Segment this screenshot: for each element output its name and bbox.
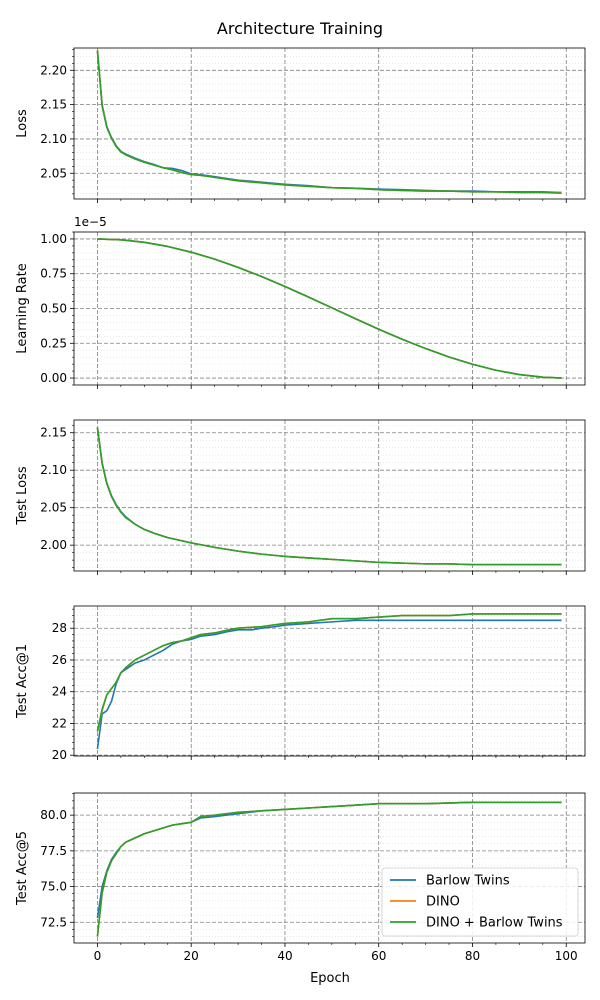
y-tick-label: 1.00 [40,232,67,246]
y-axis-label: Learning Rate [15,263,30,353]
y-tick-label: 28 [52,621,67,635]
legend-entry-label: Barlow Twins [426,874,510,889]
series-line-dbt [96,613,562,732]
x-axis-label: Epoch [310,971,350,986]
series-line-dbt [96,50,562,194]
y-axis-label: Test Loss [15,466,30,525]
y-tick-label: 2.15 [40,426,67,440]
y-tick-label: 2.05 [40,501,67,515]
y-tick-label: 77.5 [40,844,67,858]
subplot-4: 20 22 24 26 28 Test Acc@1 [15,605,586,762]
legend-entry-label: DINO [426,895,460,910]
subplot-3: 2.00 2.05 2.10 2.15 Test Loss [15,419,586,575]
axes-frame [73,47,586,200]
y-tick-label: 0.00 [40,371,67,385]
figure-title: Architecture Training [217,19,383,38]
x-tick-label: 0 [94,949,102,963]
y-tick-label: 2.00 [40,538,67,552]
subplot-2: 0.00 0.25 0.50 0.75 1.00 Learning Rate 1e−5 [15,215,586,389]
x-tick-label: 40 [277,949,292,963]
y-tick-label: 75.0 [40,880,67,894]
y-axis-label: Test Acc@1 [15,644,30,719]
x-tick-label: 100 [555,949,578,963]
y-tick-label: 2.15 [40,98,67,112]
y-tick-label: 24 [52,685,67,699]
series-line-bt [96,51,562,194]
y-tick-label: 2.05 [40,166,67,180]
x-tick-label: 20 [184,949,199,963]
subplot-1: 2.05 2.10 2.15 2.20 Loss [15,47,586,203]
legend-entry-label: DINO + Barlow Twins [426,916,563,931]
y-tick-label: 0.75 [40,267,67,281]
y-tick-label: 2.20 [40,63,67,77]
y-tick-label: 0.50 [40,302,67,316]
y-tick-label: 0.25 [40,336,67,350]
y-tick-label: 20 [52,748,67,762]
axes-frame [73,231,586,386]
x-tick-label: 80 [465,949,480,963]
subplot-5: 0 20 40 60 80 100 72.5 75.0 77.5 80.0 Test Acc@5 [15,792,586,963]
series-line-dino [96,50,562,194]
subplots: 2.05 2.10 2.15 2.20 Loss 0.00 0.25 0.50 0.75 1.00… [15,47,586,963]
series-line-dbt [96,427,562,566]
series-line-bt [96,427,562,566]
y-tick-label: 80.0 [40,808,67,822]
y-tick-label: 2.10 [40,463,67,477]
series-line-dbt [97,238,562,379]
series-line-dino [96,427,562,566]
axes-frame [73,419,586,572]
y-tick-label: 22 [52,716,67,730]
y-axis-label: Loss [15,109,30,138]
legend-box [381,867,579,937]
y-axis-label: Test Acc@5 [15,831,30,906]
y-tick-label: 26 [52,653,67,667]
y-tick-label: 2.10 [40,132,67,146]
x-tick-label: 60 [371,949,386,963]
axes-frame [73,792,586,944]
y-tick-label: 72.5 [40,915,67,929]
series-line-dbt [96,801,562,937]
axes-frame [73,605,586,757]
axis-offset-label: 1e−5 [74,215,107,229]
legend: Barlow Twins DINO DINO + Barlow Twins [381,867,579,937]
